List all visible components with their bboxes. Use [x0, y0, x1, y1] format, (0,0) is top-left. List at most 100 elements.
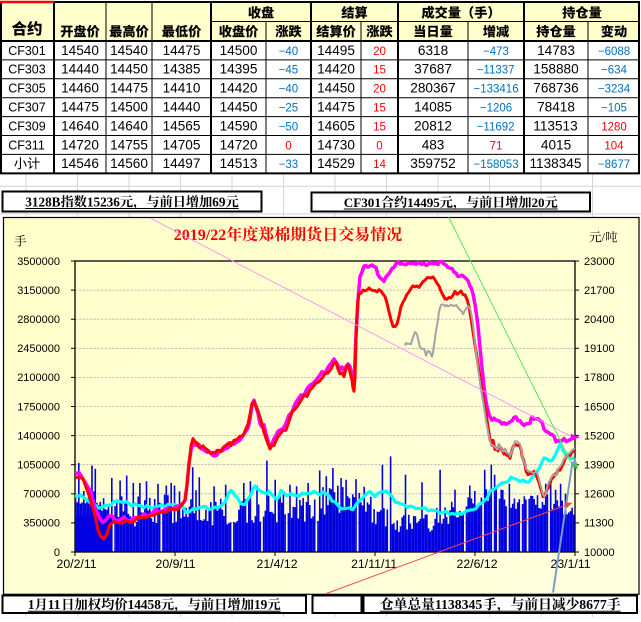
svg-text:14: 14 [373, 159, 386, 171]
svg-text:14410: 14410 [163, 81, 201, 96]
svg-text:3150000: 3150000 [17, 285, 60, 297]
svg-text:13900: 13900 [584, 460, 615, 472]
svg-text:14605: 14605 [317, 118, 355, 133]
svg-text:14560: 14560 [110, 156, 148, 171]
svg-text:−158053: −158053 [474, 159, 519, 171]
svg-text:16500: 16500 [584, 401, 615, 413]
svg-text:20: 20 [373, 84, 386, 96]
svg-text:−11692: −11692 [477, 121, 515, 133]
svg-text:−1206: −1206 [480, 103, 512, 115]
svg-text:71: 71 [490, 140, 503, 152]
svg-text:14783: 14783 [537, 43, 575, 58]
svg-text:14395: 14395 [220, 62, 258, 77]
svg-text:1138345: 1138345 [435, 597, 482, 612]
svg-text:−473: −473 [483, 46, 509, 58]
svg-text:14475: 14475 [61, 100, 99, 115]
svg-text:20/2/11: 20/2/11 [57, 557, 97, 571]
svg-text:14450: 14450 [220, 100, 258, 115]
svg-text:14458: 14458 [128, 597, 162, 612]
svg-text:1750000: 1750000 [17, 401, 60, 413]
svg-text:37687: 37687 [414, 62, 452, 77]
svg-text:20: 20 [532, 195, 546, 210]
svg-text:8677: 8677 [579, 597, 607, 612]
svg-text:20812: 20812 [414, 118, 452, 133]
svg-text:−8677: −8677 [598, 159, 630, 171]
svg-text:CF303: CF303 [8, 63, 46, 77]
svg-text:14720: 14720 [61, 137, 99, 152]
svg-text:−45: −45 [279, 65, 299, 77]
svg-text:14460: 14460 [61, 81, 99, 96]
svg-text:19: 19 [254, 597, 268, 612]
svg-text:−3234: −3234 [598, 84, 631, 96]
svg-text:−50: −50 [279, 121, 299, 133]
svg-text:158880: 158880 [533, 62, 579, 77]
svg-text:14385: 14385 [163, 62, 201, 77]
svg-text:104: 104 [604, 140, 624, 152]
svg-text:14450: 14450 [110, 62, 148, 77]
svg-text:14513: 14513 [220, 156, 258, 171]
svg-text:CF307: CF307 [8, 101, 46, 115]
svg-text:14565: 14565 [163, 118, 201, 133]
svg-text:14085: 14085 [414, 100, 452, 115]
svg-text:113513: 113513 [533, 118, 577, 133]
svg-text:12600: 12600 [584, 489, 615, 501]
svg-text:14546: 14546 [61, 156, 99, 171]
svg-text:14475: 14475 [110, 81, 148, 96]
svg-text:1050000: 1050000 [17, 460, 60, 472]
svg-text:1280: 1280 [601, 121, 627, 133]
svg-text:14540: 14540 [61, 43, 99, 58]
svg-text:−105: −105 [601, 103, 627, 115]
svg-text:15: 15 [373, 121, 386, 133]
svg-text:10000: 10000 [584, 547, 615, 559]
svg-text:4015: 4015 [541, 137, 571, 152]
svg-text:14420: 14420 [317, 62, 355, 77]
svg-text:23/1/11: 23/1/11 [551, 557, 591, 571]
svg-text:−133416: −133416 [474, 84, 519, 96]
svg-text:CF305: CF305 [8, 82, 46, 96]
svg-text:1: 1 [28, 597, 35, 612]
svg-text:14755: 14755 [110, 137, 148, 152]
svg-text:6318: 6318 [418, 43, 448, 58]
svg-text:14495: 14495 [407, 195, 440, 210]
svg-text:23000: 23000 [584, 256, 615, 268]
svg-text:20: 20 [373, 46, 386, 58]
svg-text:2800000: 2800000 [17, 314, 60, 326]
svg-text:2100000: 2100000 [17, 372, 60, 384]
svg-text:14440: 14440 [163, 100, 201, 115]
svg-text:14475: 14475 [317, 100, 355, 115]
svg-text:19100: 19100 [584, 343, 615, 355]
svg-text:−40: −40 [279, 84, 299, 96]
svg-text:15200: 15200 [584, 430, 615, 442]
svg-text:14590: 14590 [220, 118, 258, 133]
svg-text:3128B: 3128B [25, 194, 60, 209]
svg-text:768736: 768736 [533, 81, 578, 96]
svg-text:3500000: 3500000 [17, 256, 60, 268]
svg-text:−634: −634 [601, 65, 628, 77]
svg-text:/: / [602, 231, 606, 245]
svg-text:14497: 14497 [163, 156, 201, 171]
svg-text:14440: 14440 [61, 62, 99, 77]
svg-text:1138345: 1138345 [530, 156, 582, 171]
svg-text:CF301: CF301 [8, 44, 46, 58]
svg-text:CF301: CF301 [344, 195, 381, 210]
svg-text:14640: 14640 [110, 118, 148, 133]
svg-text:0: 0 [54, 547, 60, 559]
svg-text:0: 0 [285, 140, 291, 152]
svg-text:2450000: 2450000 [17, 343, 60, 355]
svg-text:21/11/11: 21/11/11 [351, 557, 397, 571]
svg-text:14500: 14500 [110, 100, 148, 115]
svg-text:21/4/12: 21/4/12 [257, 557, 298, 571]
svg-text:14529: 14529 [317, 156, 355, 171]
svg-text:15: 15 [373, 103, 386, 115]
svg-text:CF309: CF309 [8, 119, 46, 133]
svg-text:14450: 14450 [317, 81, 355, 96]
svg-text:280367: 280367 [410, 81, 455, 96]
svg-text:14720: 14720 [220, 137, 258, 152]
svg-text:14730: 14730 [317, 137, 355, 152]
svg-text:−6088: −6088 [598, 46, 630, 58]
svg-text:14495: 14495 [317, 43, 355, 58]
svg-text:11: 11 [48, 597, 61, 612]
svg-text:11300: 11300 [584, 518, 614, 530]
svg-text:14705: 14705 [163, 137, 201, 152]
svg-text:15: 15 [373, 65, 386, 77]
